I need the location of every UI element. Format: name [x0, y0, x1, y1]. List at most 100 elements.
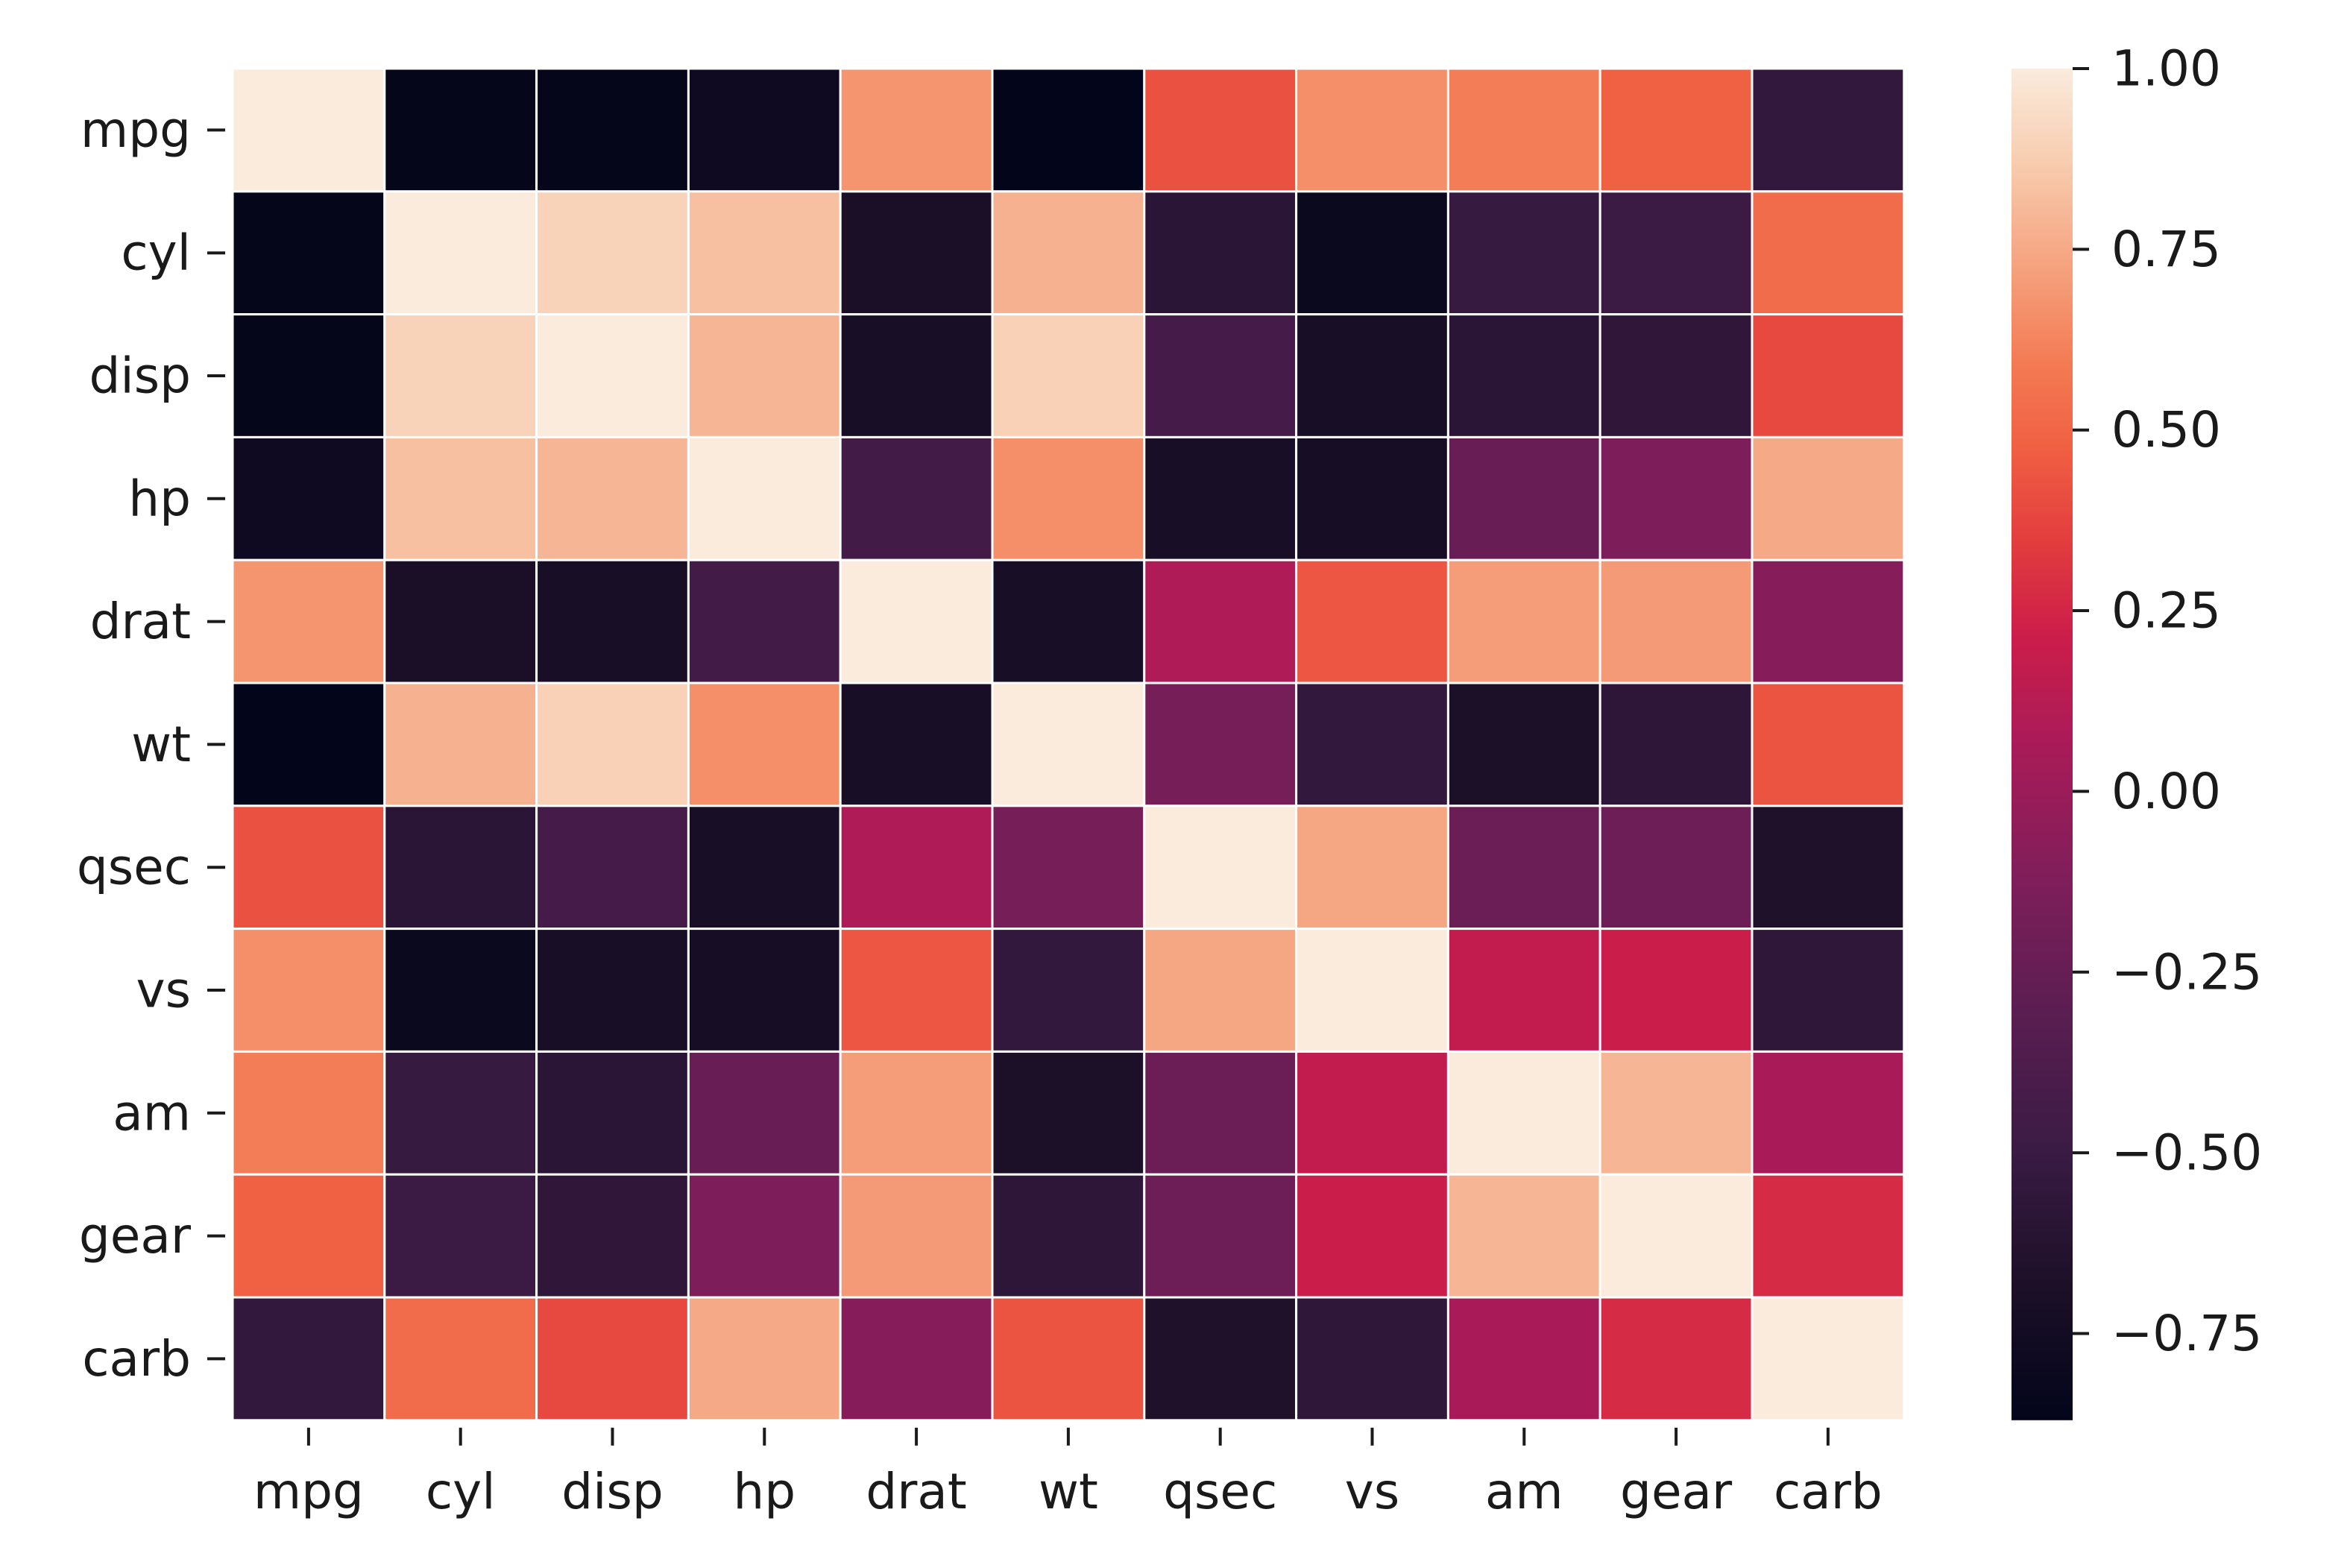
heatmap-cell-wt-vs	[1295, 681, 1449, 807]
heatmap-cell-carb-mpg	[231, 1296, 386, 1422]
heatmap-cell-vs-carb	[1751, 928, 1906, 1053]
heatmap-cell-vs-cyl	[383, 928, 538, 1053]
heatmap-cell-qsec-gear	[1598, 805, 1754, 931]
heatmap-cell-disp-wt	[991, 313, 1146, 438]
heatmap-cell-hp-drat	[839, 435, 994, 561]
heatmap-cell-hp-hp	[687, 435, 842, 561]
heatmap-cell-wt-cyl	[383, 681, 538, 807]
x-tick-label-cyl: cyl	[426, 1463, 496, 1520]
y-tick-label-wt: wt	[131, 716, 191, 773]
heatmap-cell-drat-carb	[1751, 558, 1906, 684]
heatmap-cell-carb-qsec	[1143, 1296, 1298, 1422]
heatmap-cell-gear-drat	[839, 1173, 994, 1299]
heatmap-cell-drat-qsec	[1143, 558, 1298, 684]
heatmap-cell-cyl-wt	[991, 190, 1146, 316]
heatmap-cell-hp-cyl	[383, 435, 538, 561]
heatmap-cell-qsec-wt	[991, 805, 1146, 931]
heatmap-cell-vs-disp	[535, 928, 690, 1053]
heatmap-cell-gear-cyl	[383, 1173, 538, 1299]
heatmap-cell-mpg-disp	[535, 67, 690, 193]
heatmap-cell-cyl-gear	[1598, 190, 1754, 316]
heatmap-cell-vs-am	[1446, 928, 1601, 1053]
heatmap-cell-carb-wt	[991, 1296, 1146, 1422]
heatmap-cell-cyl-vs	[1295, 190, 1449, 316]
colorbar-tick-label: 0.25	[2111, 582, 2221, 640]
heatmap-cell-vs-wt	[991, 928, 1146, 1053]
heatmap-cell-qsec-hp	[687, 805, 842, 931]
heatmap-cell-am-disp	[535, 1050, 690, 1176]
y-tick-label-disp: disp	[89, 347, 191, 405]
heatmap-cell-disp-drat	[839, 313, 994, 438]
heatmap-cell-carb-drat	[839, 1296, 994, 1422]
heatmap-cell-mpg-vs	[1295, 67, 1449, 193]
heatmap-cell-hp-mpg	[231, 435, 386, 561]
heatmap-cell-vs-gear	[1598, 928, 1754, 1053]
heatmap-cell-gear-carb	[1751, 1173, 1906, 1299]
heatmap-cell-mpg-wt	[991, 67, 1146, 193]
heatmap-cell-drat-cyl	[383, 558, 538, 684]
x-tick-label-disp: disp	[561, 1463, 664, 1520]
heatmap-cell-cyl-hp	[687, 190, 842, 316]
heatmap-cells	[231, 67, 1906, 1422]
heatmap-cell-hp-gear	[1598, 435, 1754, 561]
heatmap-cell-am-hp	[687, 1050, 842, 1176]
colorbar: 1.00 0.75 0.50 0.25 0.00 −0.25 −0.50 −0.75	[2012, 40, 2262, 1420]
heatmap-cell-am-cyl	[383, 1050, 538, 1176]
heatmap-cell-wt-hp	[687, 681, 842, 807]
heatmap-cell-disp-vs	[1295, 313, 1449, 438]
heatmap-cell-hp-disp	[535, 435, 690, 561]
heatmap-cell-am-qsec	[1143, 1050, 1298, 1176]
heatmap-cell-gear-vs	[1295, 1173, 1449, 1299]
heatmap-cell-am-drat	[839, 1050, 994, 1176]
heatmap-cell-carb-vs	[1295, 1296, 1449, 1422]
heatmap-cell-carb-gear	[1598, 1296, 1754, 1422]
colorbar-tick-label: −0.50	[2111, 1124, 2262, 1182]
colorbar-tick-label: −0.75	[2111, 1305, 2262, 1362]
x-tick-label-wt: wt	[1039, 1463, 1098, 1520]
heatmap-cell-carb-disp	[535, 1296, 690, 1422]
y-tick-label-drat: drat	[90, 593, 191, 650]
heatmap-cell-qsec-mpg	[231, 805, 386, 931]
heatmap-cell-cyl-am	[1446, 190, 1601, 316]
colorbar-tick-label: 0.75	[2111, 221, 2221, 278]
heatmap-cell-disp-hp	[687, 313, 842, 438]
heatmap-cell-drat-gear	[1598, 558, 1754, 684]
x-axis: mpg cyl disp hp drat wt qsec vs am gear carb	[253, 1427, 1883, 1520]
heatmap-cell-gear-disp	[535, 1173, 690, 1299]
heatmap-cell-am-am	[1446, 1050, 1601, 1176]
heatmap-cell-mpg-qsec	[1143, 67, 1298, 193]
heatmap-cell-qsec-drat	[839, 805, 994, 931]
heatmap-cell-hp-vs	[1295, 435, 1449, 561]
y-tick-label-gear: gear	[79, 1207, 192, 1265]
colorbar-tick-label: 0.50	[2111, 401, 2221, 459]
heatmap-cell-gear-wt	[991, 1173, 1146, 1299]
heatmap-cell-disp-gear	[1598, 313, 1754, 438]
heatmap-cell-carb-hp	[687, 1296, 842, 1422]
x-tick-label-qsec: qsec	[1163, 1463, 1277, 1520]
heatmap-cell-mpg-gear	[1598, 67, 1754, 193]
heatmap-cell-qsec-disp	[535, 805, 690, 931]
heatmap-cell-am-wt	[991, 1050, 1146, 1176]
heatmap-cell-drat-drat	[839, 558, 994, 684]
heatmap-cell-carb-cyl	[383, 1296, 538, 1422]
heatmap-cell-carb-carb	[1751, 1296, 1906, 1422]
heatmap-cell-gear-gear	[1598, 1173, 1754, 1299]
heatmap-cell-hp-carb	[1751, 435, 1906, 561]
heatmap-cell-vs-vs	[1295, 928, 1449, 1053]
heatmap-cell-wt-qsec	[1143, 681, 1298, 807]
x-tick-label-carb: carb	[1774, 1463, 1883, 1520]
heatmap-cell-wt-carb	[1751, 681, 1906, 807]
heatmap-cell-hp-qsec	[1143, 435, 1298, 561]
heatmap-cell-vs-hp	[687, 928, 842, 1053]
y-tick-label-carb: carb	[82, 1330, 191, 1388]
heatmap-cell-mpg-drat	[839, 67, 994, 193]
heatmap-cell-am-carb	[1751, 1050, 1906, 1176]
x-tick-label-vs: vs	[1345, 1463, 1399, 1520]
heatmap-cell-vs-qsec	[1143, 928, 1298, 1053]
heatmap-cell-mpg-mpg	[231, 67, 386, 193]
heatmap-cell-wt-mpg	[231, 681, 386, 807]
heatmap-cell-wt-disp	[535, 681, 690, 807]
heatmap-cell-vs-mpg	[231, 928, 386, 1053]
heatmap-cell-carb-am	[1446, 1296, 1601, 1422]
heatmap-cell-drat-mpg	[231, 558, 386, 684]
